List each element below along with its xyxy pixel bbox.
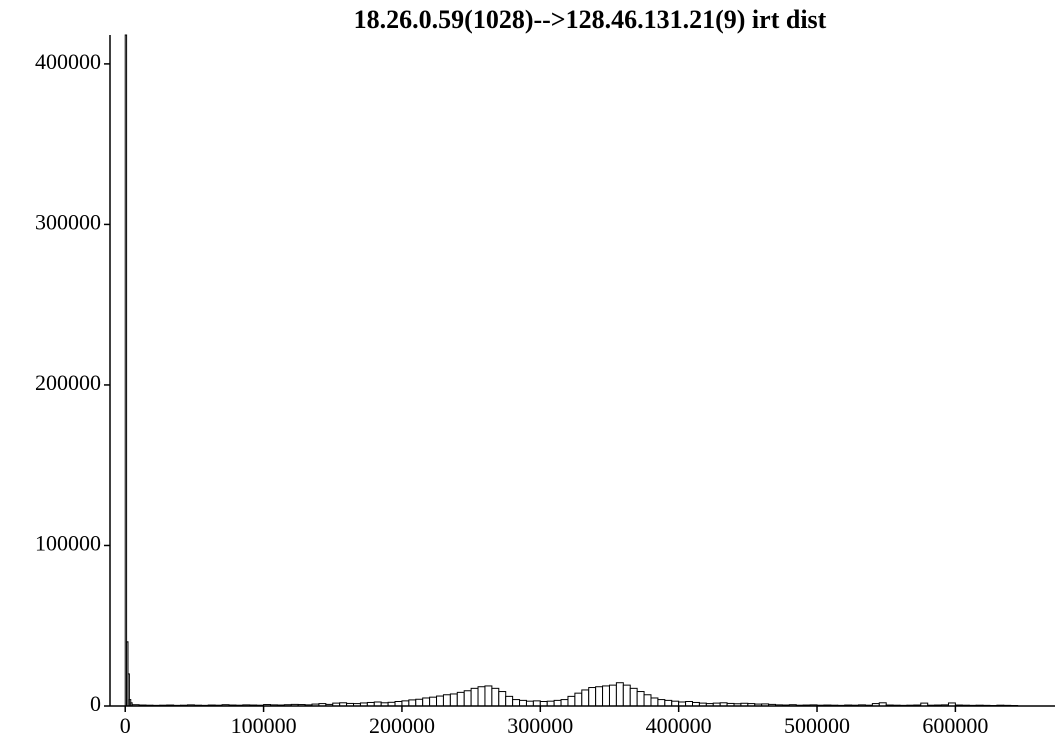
bar	[415, 698, 424, 707]
bar	[498, 691, 507, 707]
y-tick-label: 0	[90, 691, 101, 716]
bar	[422, 697, 431, 707]
bar	[622, 684, 631, 707]
bar	[532, 700, 541, 707]
bar	[477, 686, 486, 707]
bar	[449, 693, 458, 707]
bar	[484, 685, 493, 707]
bar	[657, 699, 666, 707]
x-tick-label: 0	[120, 713, 131, 738]
bar	[401, 700, 410, 707]
y-tick-label: 200000	[35, 370, 101, 395]
y-tick-label: 100000	[35, 531, 101, 556]
bar	[436, 695, 444, 707]
bar	[512, 699, 521, 707]
bar	[491, 687, 500, 707]
bar	[553, 699, 562, 707]
bar	[560, 699, 569, 707]
x-tick-label: 500000	[784, 713, 850, 738]
bar	[615, 682, 624, 707]
bar	[574, 692, 583, 707]
x-tick-label: 400000	[646, 713, 712, 738]
bar	[588, 687, 597, 707]
bar	[595, 686, 604, 707]
bar	[629, 687, 638, 707]
bar	[124, 34, 128, 707]
bar	[519, 699, 527, 707]
bar	[636, 691, 645, 707]
y-tick-label: 300000	[35, 209, 101, 234]
x-tick-label: 100000	[231, 713, 297, 738]
bar	[463, 690, 472, 707]
y-tick-label: 400000	[35, 49, 101, 74]
bar	[664, 699, 673, 707]
bar	[505, 695, 514, 707]
bar	[567, 695, 576, 707]
bar	[602, 685, 610, 707]
bar	[456, 691, 465, 707]
bar	[408, 699, 417, 707]
bar	[470, 687, 479, 707]
bar	[581, 689, 590, 707]
chart-title: 18.26.0.59(1028)-->128.46.131.21(9) irt …	[354, 5, 827, 34]
x-tick-label: 300000	[507, 713, 573, 738]
bar	[442, 694, 451, 707]
bar	[643, 694, 652, 707]
bar	[608, 684, 617, 707]
bar	[650, 697, 659, 707]
x-tick-label: 600000	[922, 713, 988, 738]
bar	[429, 696, 438, 707]
x-tick-label: 200000	[369, 713, 435, 738]
